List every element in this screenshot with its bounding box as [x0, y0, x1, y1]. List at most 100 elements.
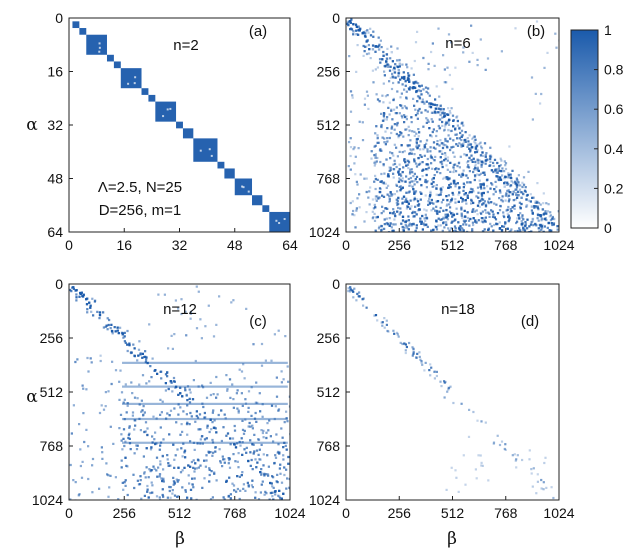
matrix-cell	[389, 151, 392, 154]
matrix-cell	[151, 491, 154, 494]
matrix-cell	[439, 161, 442, 164]
matrix-cell	[386, 137, 389, 140]
matrix-cell	[161, 479, 164, 483]
matrix-cell	[374, 160, 377, 163]
matrix-cell	[530, 230, 533, 232]
matrix-cell	[91, 491, 94, 494]
matrix-cell	[135, 448, 139, 451]
matrix-cell	[449, 129, 453, 133]
matrix-cell	[528, 458, 531, 461]
matrix-cell	[272, 440, 275, 443]
matrix-cell	[168, 414, 171, 417]
matrix-cell	[87, 477, 90, 481]
matrix-cell	[120, 433, 123, 436]
matrix-cell	[228, 466, 232, 469]
matrix-cell	[161, 400, 164, 403]
matrix-cell	[432, 128, 435, 131]
matrix-cell	[401, 186, 404, 189]
matrix-cell	[195, 285, 198, 288]
matrix-cell	[454, 182, 457, 186]
matrix-cell	[404, 84, 407, 87]
matrix-cell	[204, 325, 207, 328]
matrix-cell	[260, 443, 263, 446]
matrix-cell	[392, 168, 395, 171]
matrix-cell	[504, 167, 508, 171]
matrix-cell	[513, 204, 516, 207]
matrix-cell	[492, 213, 495, 216]
matrix-cell	[458, 161, 461, 164]
matrix-cell	[467, 435, 471, 438]
matrix-cell	[393, 123, 396, 126]
matrix-cell	[271, 485, 274, 488]
matrix-cell	[123, 418, 126, 421]
matrix-cell	[504, 222, 507, 226]
matrix-cell	[251, 479, 254, 482]
matrix-cell	[419, 220, 422, 223]
matrix-cell	[209, 451, 212, 454]
matrix-cell	[409, 207, 412, 210]
matrix-cell	[490, 225, 493, 228]
matrix-cell	[449, 182, 452, 185]
matrix-cell	[271, 475, 274, 478]
matrix-cell	[258, 458, 261, 461]
matrix-cell	[420, 111, 423, 114]
matrix-cell	[181, 486, 184, 489]
matrix-cell	[392, 329, 395, 332]
matrix-cell	[199, 464, 202, 467]
matrix-cell	[462, 186, 465, 189]
matrix-cell	[469, 187, 473, 190]
matrix-cell	[146, 427, 149, 430]
matrix-cell	[206, 424, 209, 427]
matrix-cell	[424, 178, 427, 182]
matrix-cell	[257, 498, 261, 500]
matrix-cell	[374, 206, 377, 209]
matrix-cell	[374, 132, 377, 135]
matrix-cell	[398, 112, 401, 115]
matrix-cell	[173, 407, 176, 410]
matrix-cell	[376, 319, 379, 322]
matrix-cell	[179, 433, 182, 436]
matrix-cell	[462, 454, 465, 457]
matrix-cell	[412, 73, 415, 76]
diagonal-block	[269, 211, 290, 232]
matrix-cell	[276, 481, 279, 484]
matrix-cell	[431, 178, 434, 181]
matrix-cell	[154, 431, 157, 434]
matrix-cell	[253, 417, 257, 420]
matrix-cell	[481, 210, 484, 213]
matrix-cell	[461, 198, 464, 201]
matrix-cell	[130, 351, 133, 354]
matrix-cell	[203, 416, 206, 419]
matrix-cell	[349, 168, 352, 171]
matrix-cell	[96, 310, 99, 313]
matrix-cell	[101, 457, 104, 460]
matrix-cell	[422, 125, 425, 128]
matrix-cell	[418, 144, 421, 147]
matrix-cell	[436, 111, 439, 114]
matrix-cell	[507, 189, 510, 192]
matrix-cell	[381, 119, 384, 122]
matrix-cell	[451, 114, 455, 117]
matrix-cell	[481, 230, 484, 232]
matrix-cell	[243, 429, 246, 432]
matrix-cell	[181, 430, 184, 433]
matrix-cell	[508, 191, 511, 194]
matrix-cell	[254, 491, 257, 494]
matrix-cell	[549, 211, 552, 214]
matrix-cell	[507, 174, 510, 177]
matrix-cell	[376, 178, 379, 181]
matrix-cell	[380, 212, 383, 215]
matrix-cell	[104, 391, 107, 394]
matrix-cell	[376, 141, 379, 144]
matrix-cell	[377, 227, 381, 230]
matrix-cell	[160, 411, 163, 414]
matrix-cell	[543, 66, 546, 69]
matrix-cell	[117, 498, 120, 500]
matrix-cell	[378, 196, 381, 199]
matrix-cell	[157, 466, 160, 469]
matrix-cell	[511, 169, 514, 172]
matrix-cell	[456, 212, 459, 215]
matrix-cell	[430, 198, 433, 202]
matrix-cell	[455, 143, 458, 146]
block-speckle	[208, 148, 211, 151]
